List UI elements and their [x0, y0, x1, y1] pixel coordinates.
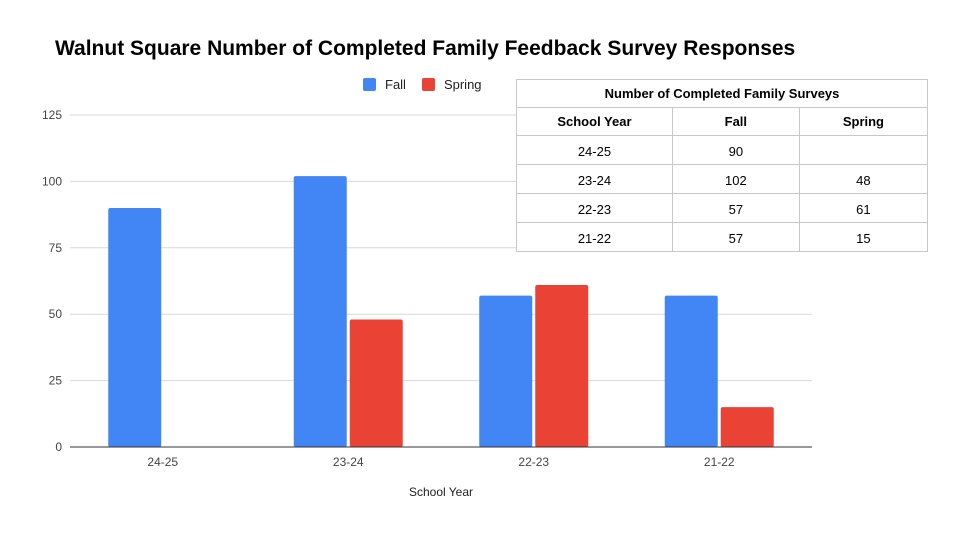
bar-spring — [349, 319, 403, 447]
bar-fall — [664, 295, 718, 447]
legend-label-fall: Fall — [385, 77, 406, 92]
table-cell: 61 — [798, 193, 929, 223]
x-tick-label: 22-23 — [518, 455, 549, 469]
table-header-spring: Spring — [798, 107, 929, 136]
table-header-school-year: School Year — [516, 107, 673, 136]
table-cell: 57 — [671, 193, 800, 223]
table-caption: Number of Completed Family Surveys — [516, 79, 928, 108]
legend-swatch-fall — [363, 78, 376, 91]
y-tick-label: 125 — [42, 108, 62, 122]
table-cell: 48 — [798, 164, 929, 194]
bar-fall — [293, 176, 347, 447]
table-cell: 102 — [671, 164, 800, 194]
table-row: 23-24 102 48 — [516, 164, 929, 194]
y-tick-label: 50 — [49, 307, 63, 321]
table-cell: 23-24 — [516, 164, 673, 194]
table-cell: 24-25 — [516, 135, 673, 165]
x-tick-label: 21-22 — [704, 455, 735, 469]
table-cell: 57 — [671, 222, 800, 252]
legend: Fall Spring — [363, 77, 498, 92]
survey-table: Number of Completed Family Surveys Schoo… — [516, 79, 929, 252]
y-tick-label: 0 — [55, 440, 62, 454]
table-caption-row: Number of Completed Family Surveys — [516, 79, 928, 108]
x-tick-label: 24-25 — [147, 455, 178, 469]
table-cell: 90 — [671, 135, 800, 165]
y-tick-label: 75 — [49, 241, 63, 255]
bar-spring — [535, 284, 589, 447]
table-cell: 21-22 — [516, 222, 673, 252]
bar-fall — [108, 207, 162, 447]
legend-item-fall: Fall — [363, 77, 406, 92]
table-header-fall: Fall — [671, 107, 800, 136]
legend-swatch-spring — [421, 78, 435, 91]
table-cell: 15 — [798, 222, 929, 252]
bar-spring — [720, 407, 774, 447]
chart-title: Walnut Square Number of Completed Family… — [55, 37, 796, 60]
table-cell — [798, 135, 929, 165]
table-header-row: School Year Fall Spring — [516, 107, 929, 136]
y-tick-label: 100 — [42, 174, 62, 188]
legend-item-spring: Spring — [421, 77, 482, 92]
table-cell: 22-23 — [516, 193, 673, 223]
y-tick-label: 25 — [49, 374, 63, 388]
bar-fall — [479, 295, 533, 447]
table-row: 22-23 57 61 — [516, 193, 929, 223]
x-axis-title: School Year — [409, 485, 473, 499]
table-row: 24-25 90 — [516, 135, 929, 165]
table-row: 21-22 57 15 — [516, 222, 929, 252]
legend-label-spring: Spring — [443, 77, 482, 92]
x-tick-label: 23-24 — [333, 455, 364, 469]
